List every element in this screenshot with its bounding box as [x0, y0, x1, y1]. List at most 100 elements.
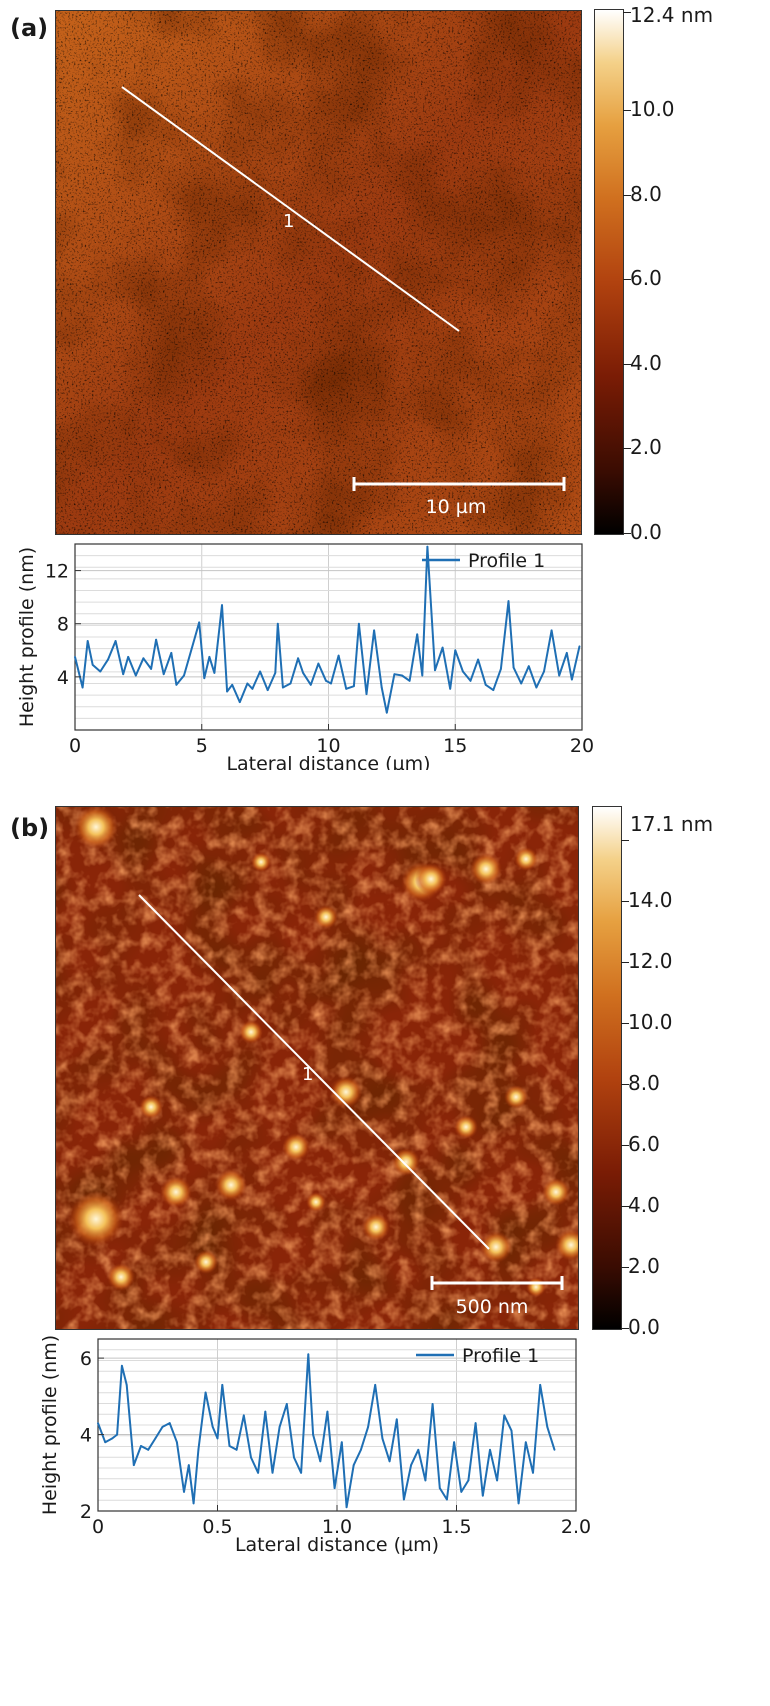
data-point: [300, 1471, 303, 1474]
data-point: [319, 1460, 322, 1463]
data-point: [434, 669, 436, 672]
scale-bar-b: [430, 1276, 564, 1290]
data-point: [111, 1437, 114, 1440]
profile-line-label-a: 1: [283, 211, 294, 232]
afm-image-a: 1 10 µm: [55, 10, 582, 535]
colorbar-tick-label: 10.0: [628, 1009, 673, 1034]
data-point: [91, 664, 94, 666]
data-point: [192, 1502, 195, 1505]
colorbar-tick-mark: [621, 1328, 629, 1329]
data-point: [578, 645, 581, 648]
data-point: [264, 1410, 267, 1413]
data-point: [257, 1471, 260, 1474]
profile-line-b: [138, 894, 490, 1250]
x-tick-label: 2.0: [561, 1516, 591, 1538]
afm-particle: [415, 863, 447, 895]
data-point: [274, 671, 277, 674]
data-point: [122, 673, 125, 676]
scale-bar-label-a: 10 µm: [426, 496, 487, 518]
data-point: [99, 670, 102, 673]
colorbar-tick-label: 0.0: [628, 1315, 660, 1339]
data-point: [302, 671, 305, 674]
profile-line-a: [121, 86, 460, 332]
colorbar-tick-mark: [623, 363, 631, 365]
profile-line-label-b: 1: [302, 1064, 313, 1085]
data-point: [140, 1445, 142, 1447]
colorbar-tick-label: 14.0: [628, 887, 673, 912]
data-point: [546, 1426, 549, 1428]
x-tick-label: 0: [92, 1516, 104, 1538]
profile-plot-b: 0 0.5 1.0 1.5 2.0 2 4 6 Lateral distance (µm) Hei…: [0, 1335, 600, 1565]
x-tick-label: 20: [570, 735, 594, 757]
data-point: [81, 686, 84, 689]
data-point: [142, 657, 145, 660]
data-point: [134, 674, 137, 677]
colorbar-tick-mark: [623, 194, 631, 196]
colorbar-tick-mark: [623, 533, 631, 534]
data-point: [524, 1441, 527, 1444]
data-point: [532, 1471, 534, 1474]
afm-image-b-svg: 1 500 nm: [56, 807, 578, 1329]
data-point: [410, 1464, 412, 1467]
y-tick-label: 8: [57, 614, 69, 636]
colorbar-tick-label: 8.0: [630, 181, 662, 206]
data-point: [385, 711, 388, 714]
colorbar-tick-mark: [621, 1144, 629, 1146]
data-point: [510, 1429, 513, 1432]
data-point: [408, 679, 411, 682]
data-point: [235, 1448, 238, 1451]
data-point: [449, 687, 452, 690]
data-point: [374, 1383, 377, 1386]
data-point: [154, 1437, 157, 1440]
data-point: [307, 1353, 310, 1356]
data-point: [358, 622, 360, 625]
data-point: [453, 1441, 456, 1444]
colorbar-tick-label: 10.0: [630, 97, 675, 122]
data-point: [97, 1422, 99, 1424]
afm-particle: [194, 1250, 218, 1274]
data-point: [469, 679, 472, 682]
colorbar-b-gradient: [592, 806, 622, 1330]
colorbar-tick-label: 6.0: [630, 266, 662, 291]
x-tick-label: 5: [196, 735, 208, 757]
data-point: [183, 1490, 185, 1493]
data-point: [421, 674, 424, 677]
afm-image-a-svg: 1 10 µm: [56, 11, 581, 534]
data-point: [187, 1464, 190, 1467]
colorbar-tick-mark: [621, 961, 629, 963]
data-point: [388, 1460, 391, 1463]
data-point: [250, 1456, 252, 1459]
data-point: [231, 683, 234, 686]
data-point: [535, 686, 538, 689]
data-point: [550, 629, 553, 632]
data-point: [330, 682, 332, 685]
y-tick-label: 4: [80, 1425, 92, 1447]
data-point: [496, 1479, 499, 1482]
afm-particle: [239, 1020, 263, 1044]
colorbar-tick-mark: [621, 1205, 629, 1207]
data-point: [441, 646, 444, 649]
afm-particle: [514, 847, 538, 871]
scale-bar-a: [352, 477, 566, 491]
data-point: [395, 1418, 398, 1421]
data-point: [281, 686, 284, 689]
data-point: [147, 1448, 150, 1451]
data-point: [259, 670, 261, 673]
afm-particle: [504, 1085, 528, 1109]
data-point: [285, 1403, 288, 1405]
data-point: [553, 1448, 556, 1451]
data-point: [503, 1414, 506, 1417]
colorbar-a-gradient: [594, 9, 624, 535]
colorbar-tick-mark: [623, 110, 631, 112]
data-point: [114, 640, 117, 642]
data-point: [162, 673, 165, 676]
data-point: [393, 673, 396, 676]
data-point: [297, 657, 299, 660]
data-point: [373, 629, 376, 632]
data-point: [360, 1448, 362, 1451]
data-point: [424, 1479, 427, 1482]
x-tick-label: 10: [316, 735, 340, 757]
series-line-profile-1: [97, 1353, 556, 1509]
data-point: [352, 1464, 355, 1467]
data-point: [198, 621, 201, 624]
